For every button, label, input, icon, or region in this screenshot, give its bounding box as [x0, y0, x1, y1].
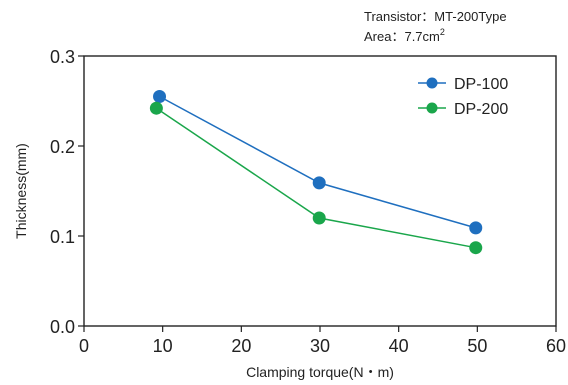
data-point-2-3 [469, 241, 483, 255]
legend-label-1: DP-100 [454, 76, 508, 93]
data-point-1-1 [153, 90, 167, 103]
legend-marker-2 [426, 102, 438, 114]
y-tick-label-1: 0.1 [50, 227, 75, 247]
x-tick-label-6: 60 [546, 336, 566, 356]
tick-group: 0 10 20 30 40 50 60 0.0 0.1 0.2 0.3 [50, 47, 566, 356]
x-tick-label-3: 30 [310, 336, 330, 356]
x-tick-label-5: 50 [467, 336, 487, 356]
data-point-1-3 [469, 221, 483, 235]
legend-marker-1 [426, 77, 438, 89]
data-point-2-2 [312, 211, 326, 225]
y-tick-label-0: 0.0 [50, 317, 75, 337]
x-tick-label-1: 10 [153, 336, 173, 356]
legend: DP-100 DP-200 [418, 76, 508, 118]
y-tick-label-3: 0.3 [50, 47, 75, 67]
data-point-2-1 [149, 101, 163, 115]
annotation-line-2-superscript: 2 [440, 27, 445, 37]
legend-label-2: DP-200 [454, 101, 508, 118]
x-tick-label-4: 40 [389, 336, 409, 356]
series-line-1 [159, 95, 476, 229]
legend-entry-2: DP-200 [418, 101, 508, 118]
x-tick-label-0: 0 [79, 336, 89, 356]
x-tick-label-2: 20 [231, 336, 251, 356]
annotation-line-2: Area：7.7cm2 [364, 27, 445, 44]
y-tick-label-2: 0.2 [50, 137, 75, 157]
annotation-line-1: Transistor：MT-200Type [364, 9, 507, 24]
series-group [149, 90, 483, 255]
annotation-line-2-text: Area：7.7cm [364, 29, 440, 44]
x-axis-title: Clamping torque(N・m) [246, 364, 394, 380]
legend-entry-1: DP-100 [418, 76, 508, 93]
data-point-1-2 [312, 176, 326, 190]
y-axis-title: Thickness(mm) [13, 143, 29, 239]
